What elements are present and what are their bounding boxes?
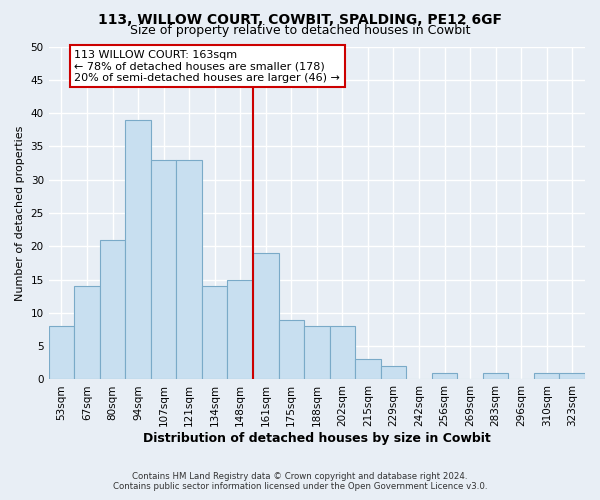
Bar [202,286,227,380]
Bar [304,326,329,380]
Bar [559,373,585,380]
Text: 113, WILLOW COURT, COWBIT, SPALDING, PE12 6GF: 113, WILLOW COURT, COWBIT, SPALDING, PE1… [98,12,502,26]
Bar [49,326,74,380]
Bar [227,280,253,380]
Text: Size of property relative to detached houses in Cowbit: Size of property relative to detached ho… [130,24,470,37]
X-axis label: Distribution of detached houses by size in Cowbit: Distribution of detached houses by size … [143,432,491,445]
Bar [355,360,380,380]
Bar [432,373,457,380]
Bar [380,366,406,380]
Bar [151,160,176,380]
Y-axis label: Number of detached properties: Number of detached properties [15,126,25,300]
Bar [100,240,125,380]
Bar [483,373,508,380]
Text: 113 WILLOW COURT: 163sqm
← 78% of detached houses are smaller (178)
20% of semi-: 113 WILLOW COURT: 163sqm ← 78% of detach… [74,50,340,83]
Bar [74,286,100,380]
Bar [125,120,151,380]
Text: Contains HM Land Registry data © Crown copyright and database right 2024.
Contai: Contains HM Land Registry data © Crown c… [113,472,487,491]
Bar [329,326,355,380]
Bar [278,320,304,380]
Bar [253,253,278,380]
Bar [176,160,202,380]
Bar [534,373,559,380]
